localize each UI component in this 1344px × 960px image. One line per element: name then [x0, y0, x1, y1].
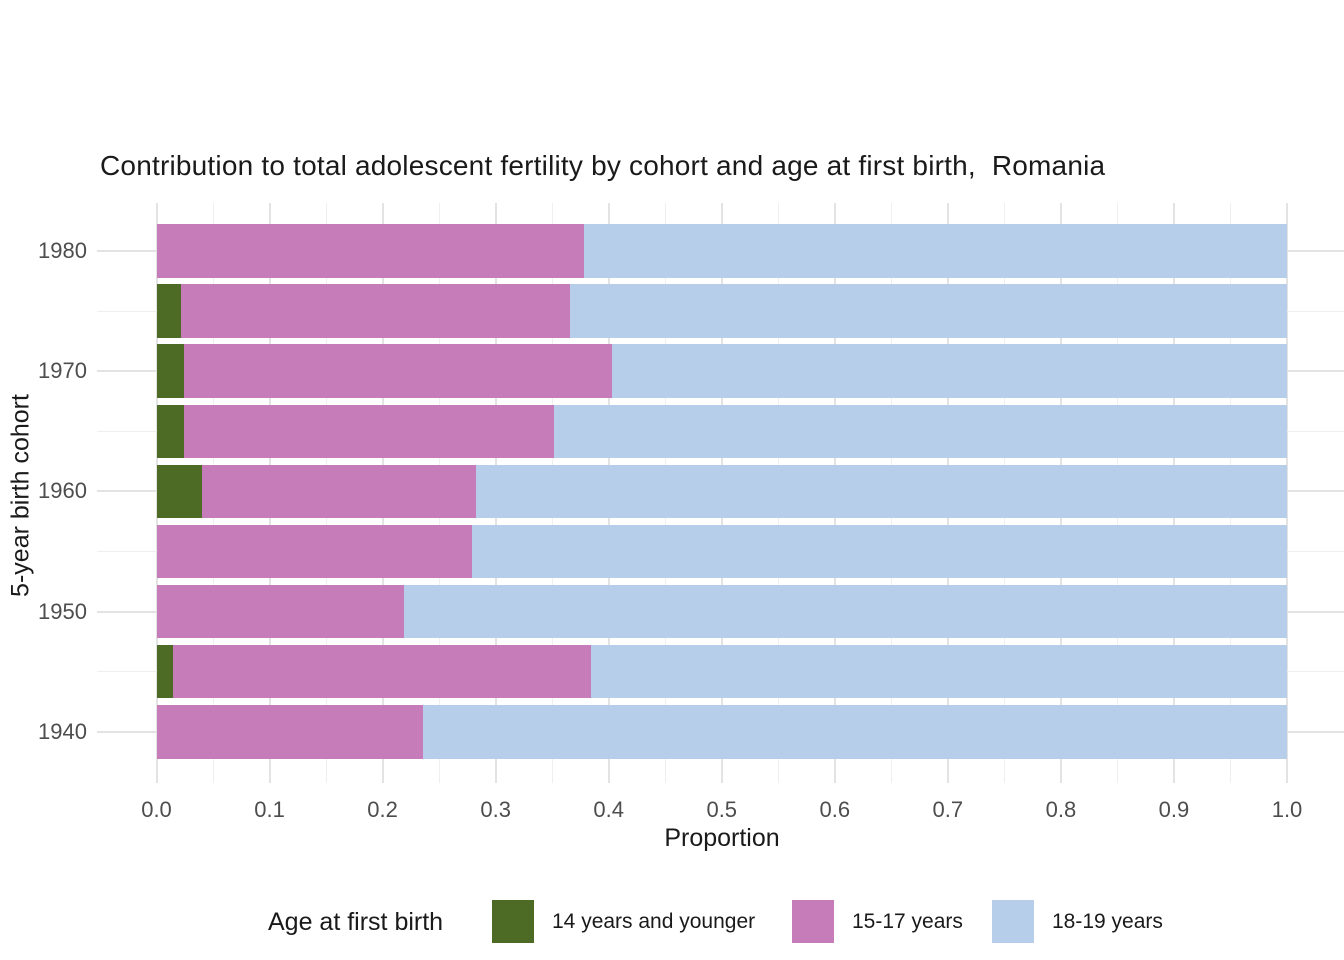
bar-1950-15-17-years — [156, 584, 405, 639]
y-tick-label: 1950 — [38, 598, 87, 624]
plot-panel — [97, 203, 1344, 783]
bar-1965-14-years-and-younger — [156, 404, 184, 459]
y-tick-label: 1980 — [38, 238, 87, 263]
legend-label-18-19-years: 18-19 years — [1052, 910, 1163, 933]
bar-1945-14-years-and-younger — [156, 644, 174, 699]
legend-key-14-years-and-younger — [492, 900, 534, 943]
x-tick-label: 0.0 — [141, 797, 172, 822]
bar-1975-18-19-years — [570, 284, 1287, 338]
x-tick-label: 0.1 — [254, 797, 285, 822]
bar-1955-18-19-years — [471, 524, 1287, 579]
x-tick-label: 0.2 — [367, 797, 398, 822]
x-tick-label: 0.3 — [480, 797, 511, 822]
legend-label-15-17-years: 15-17 years — [852, 910, 963, 933]
bar-1940-18-19-years — [423, 705, 1287, 759]
legend-title: Age at first birth — [268, 908, 444, 936]
bar-1970-15-17-years — [183, 344, 613, 398]
bar-1940-15-17-years — [156, 705, 424, 759]
legend-label-14-years-and-younger: 14 years and younger — [552, 910, 756, 933]
bar-1970-18-19-years — [612, 344, 1287, 398]
legend-key-15-17-years — [792, 900, 834, 943]
x-tick-label: 0.9 — [1158, 797, 1190, 822]
chart-title: Contribution to total adolescent fertili… — [100, 150, 1106, 181]
bar-1975-15-17-years — [181, 284, 571, 338]
bar-1960-14-years-and-younger — [156, 464, 202, 519]
bar-1955-15-17-years — [156, 524, 472, 579]
x-axis-title: Proportion — [664, 824, 780, 852]
bar-1965-18-19-years — [554, 404, 1287, 459]
legend-key-18-19-years — [992, 900, 1034, 943]
bar-1975-14-years-and-younger — [156, 284, 182, 338]
bar-1960-18-19-years — [476, 464, 1287, 519]
x-tick-label: 0.7 — [932, 797, 964, 822]
bar-1965-15-17-years — [183, 404, 555, 459]
x-tick-label: 0.8 — [1045, 797, 1077, 822]
legend: Age at first birth 14 years and younger 1… — [0, 897, 1344, 947]
y-tick-label: 1940 — [38, 718, 87, 744]
bar-1950-18-19-years — [404, 584, 1287, 639]
x-tick-label: 0.4 — [593, 797, 624, 822]
y-tick-label: 1960 — [38, 478, 87, 504]
bar-1945-18-19-years — [590, 644, 1287, 699]
bar-1980-18-19-years — [583, 224, 1287, 278]
y-tick-label: 1970 — [38, 358, 87, 384]
bar-1970-14-years-and-younger — [156, 344, 184, 398]
x-tick-label: 1.0 — [1271, 797, 1303, 822]
x-tick-label: 0.5 — [706, 797, 738, 822]
x-major-gridline — [1286, 203, 1288, 783]
bar-1980-15-17-years — [156, 224, 584, 278]
x-tick-label: 0.6 — [819, 797, 851, 822]
bar-1960-15-17-years — [201, 464, 477, 519]
bar-1945-15-17-years — [173, 644, 591, 699]
